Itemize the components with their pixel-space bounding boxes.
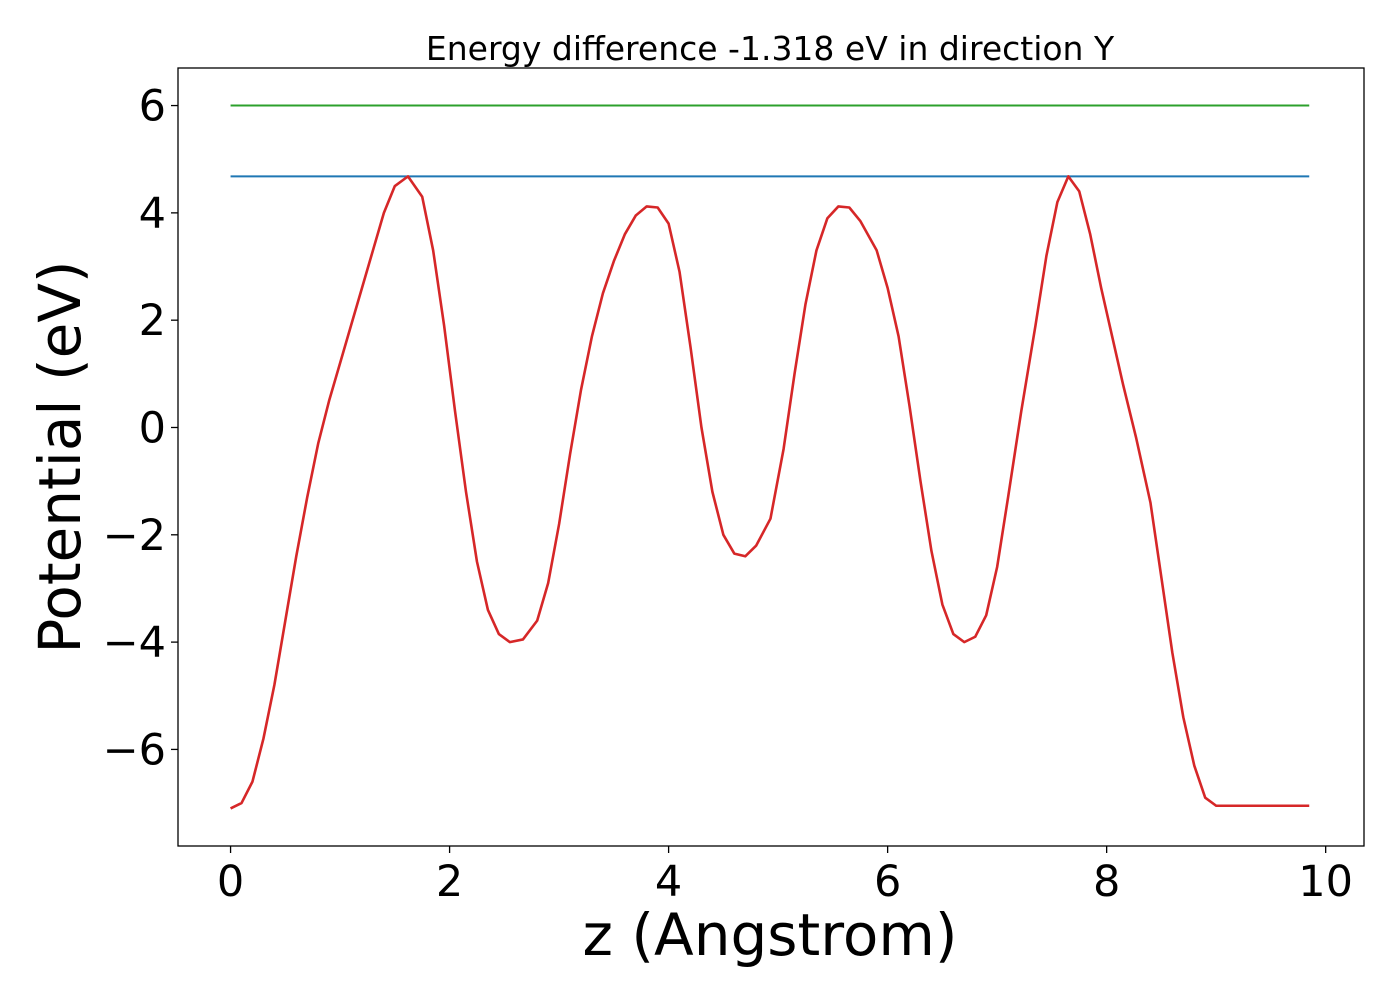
y-tick-label: 2 [139,296,166,346]
y-tick-label: 0 [139,403,166,453]
x-tick-label: 6 [874,857,901,907]
x-axis: 0 2 4 6 8 10 [217,846,1353,907]
x-tick-label: 10 [1298,857,1353,907]
x-tick-label: 0 [217,857,244,907]
series-line-2 [229,175,1310,810]
y-tick-label: −6 [103,725,166,775]
x-tick-label: 4 [655,857,682,907]
x-tick-label: 2 [436,857,463,907]
chart-title: Energy difference -1.318 eV in direction… [426,29,1115,68]
y-tick-label: 4 [139,189,166,239]
plot-frame [177,67,1365,847]
x-tick-label: 8 [1093,857,1120,907]
y-tick-label: −2 [103,511,166,561]
x-axis-label: z (Angstrom) [583,901,958,969]
y-tick-label: −4 [103,618,166,668]
plot-area [229,104,1310,810]
y-tick-label: 6 [139,82,166,132]
y-axis-label: Potential (eV) [26,260,94,653]
y-axis: −6 −4 −2 0 2 4 6 [103,82,178,775]
